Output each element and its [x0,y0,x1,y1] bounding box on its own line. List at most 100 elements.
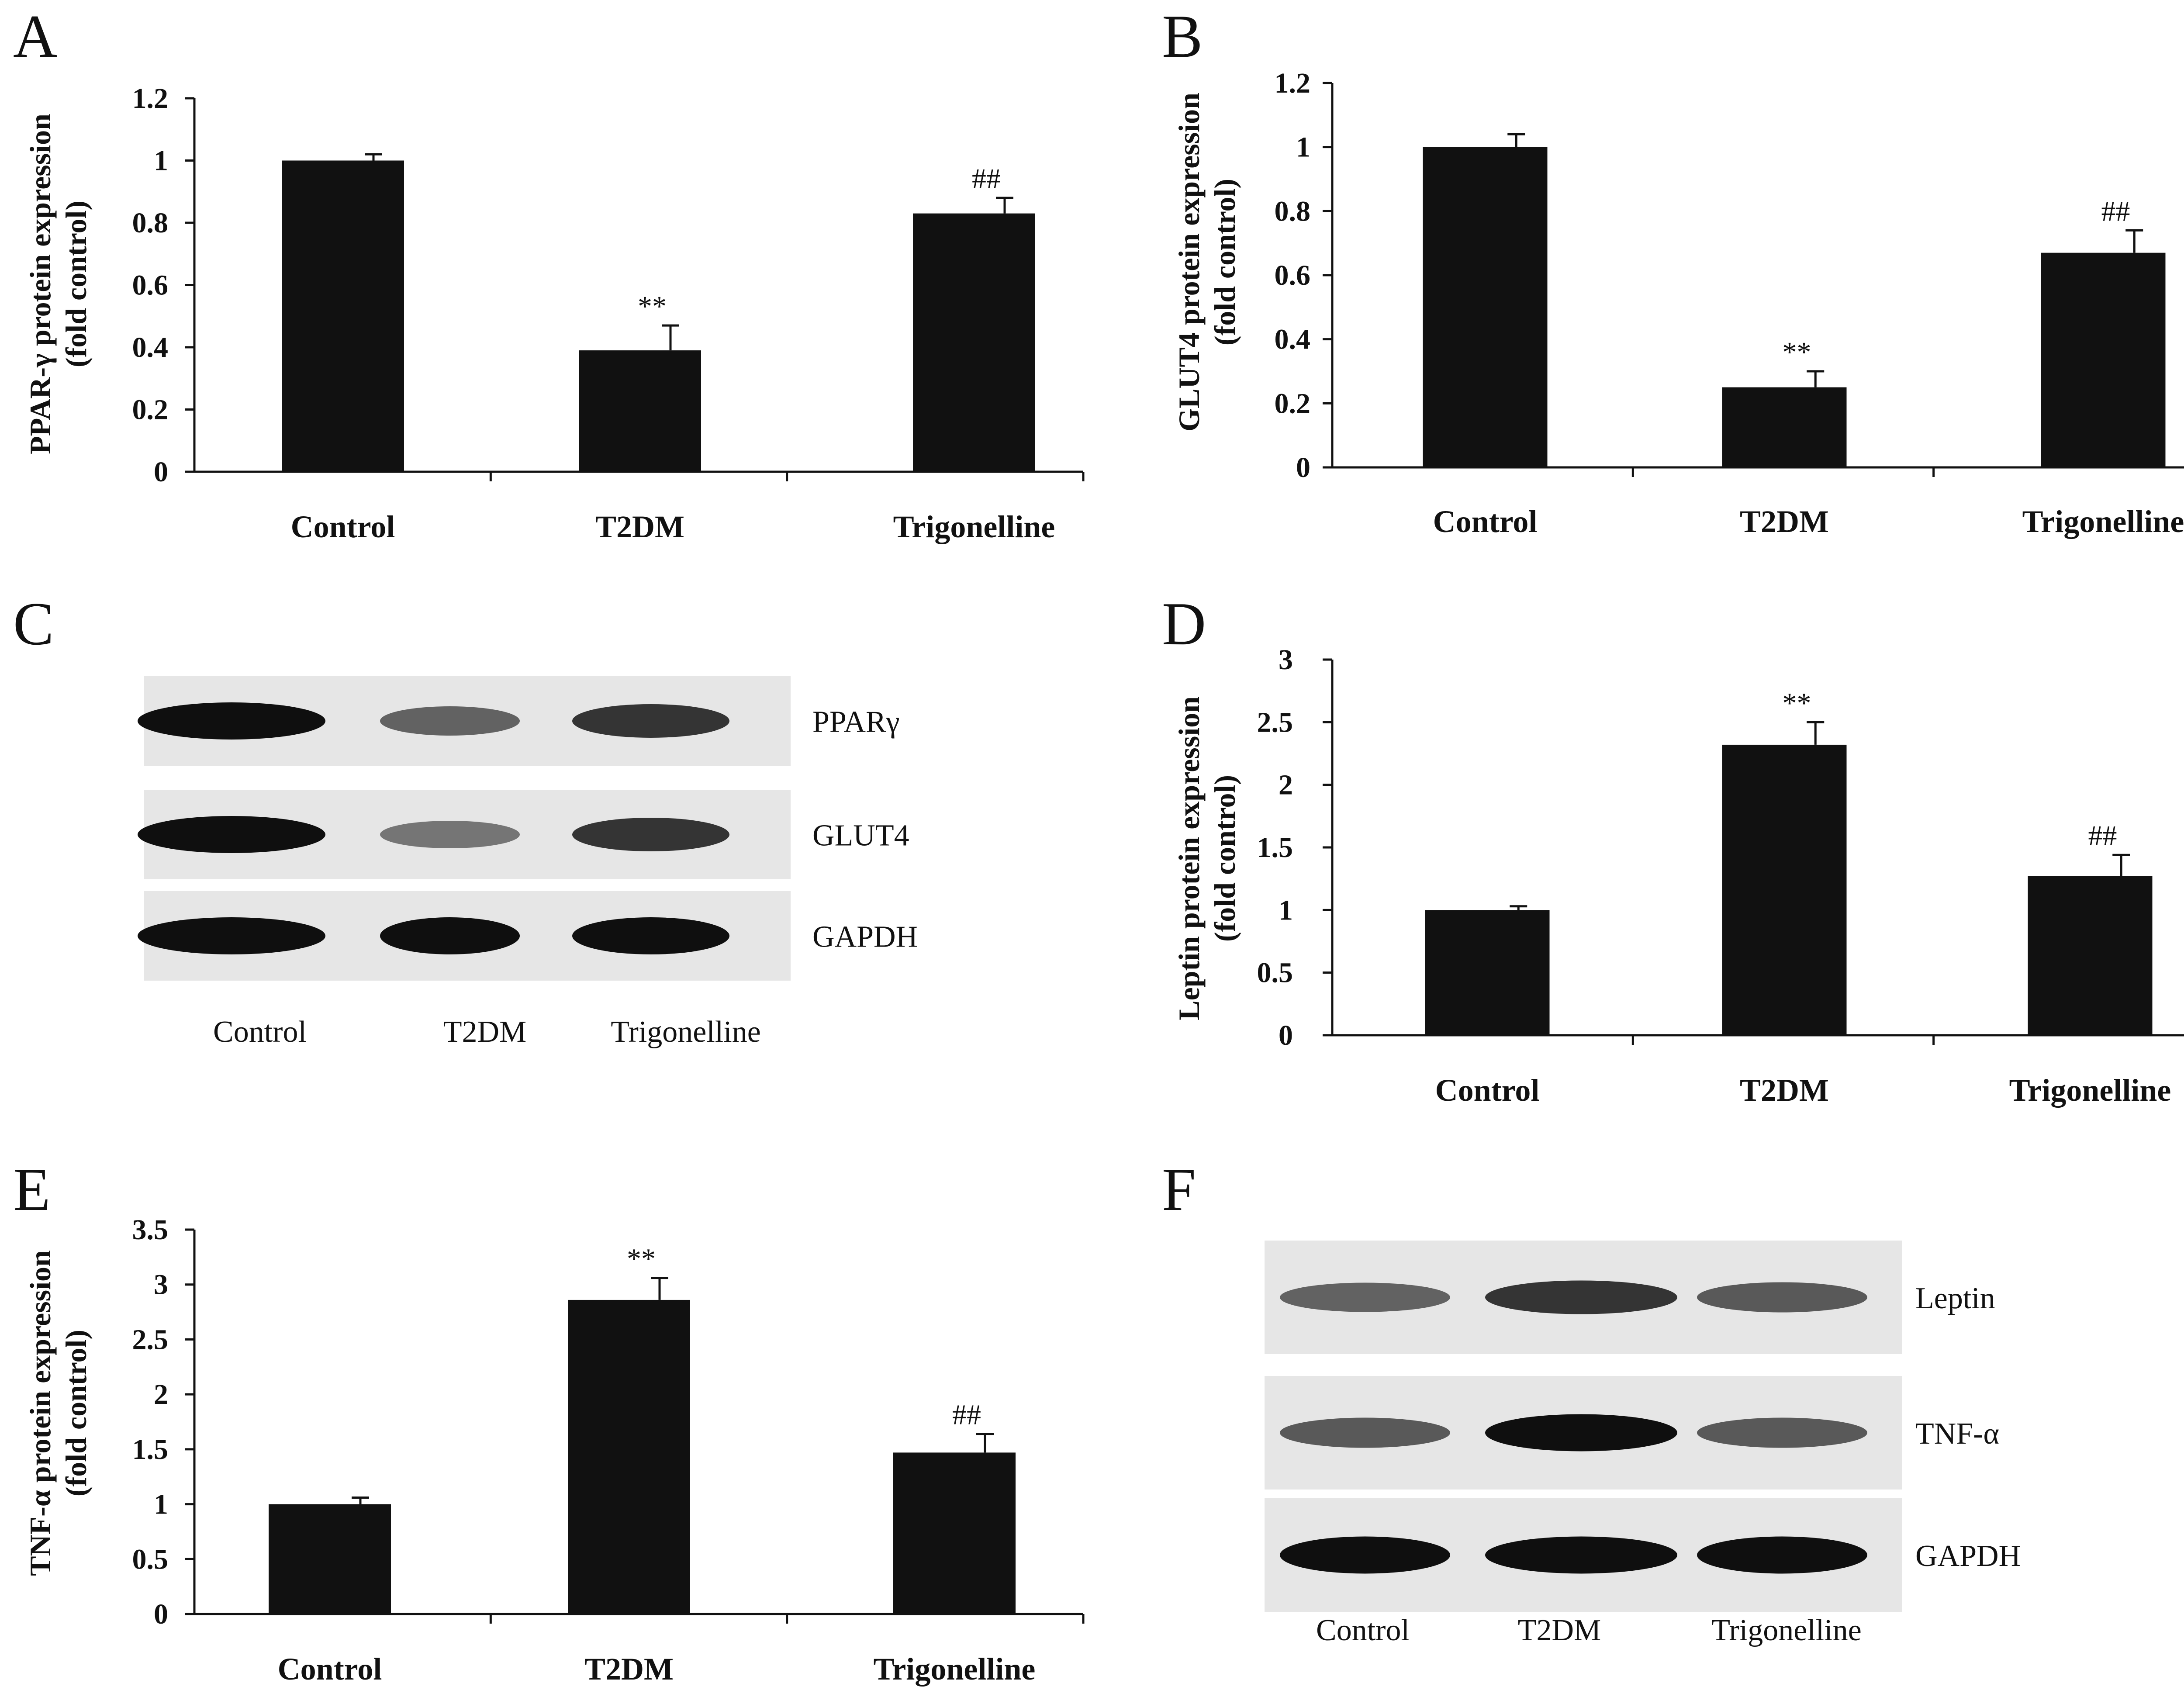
panel-letter: D [1162,590,1206,658]
bar-t2dm [579,350,701,472]
x-category-label: Trigonelline [2009,1073,2171,1108]
y-tick-label: 1.2 [1275,67,1311,99]
y-tick-label: 1 [1296,131,1310,163]
y-axis-label-line: GLUT4 protein expression [1172,93,1206,432]
blot-band [1485,1280,1677,1314]
y-tick-label: 1.5 [132,1434,169,1465]
x-category-label: Control [291,509,395,544]
bar-control [269,1504,391,1614]
blot-band [380,706,520,736]
y-tick-label: 2.5 [132,1324,169,1355]
bar-t2dm [568,1300,690,1614]
blot-band [572,818,729,851]
significance-label: ** [1783,336,1811,368]
x-category-label: Trigonelline [2022,504,2184,539]
y-tick-label: 0.5 [132,1543,169,1575]
chart-panel-d: D 0 0.5 1 1.5 2 2.5 3 Control ** T2DM ## Trigonellin… [1162,590,2184,1108]
blot-panel-c: C PPARγ GLUT4 GAPDH Control T2DM Trigonelline [13,590,918,1049]
blot-band [138,917,325,954]
y-tick-label: 0.8 [132,207,169,239]
y-tick-label: 1.2 [132,83,169,114]
blot-lane-label: Control [213,1015,307,1049]
blot-band [380,821,520,848]
x-category-label: T2DM [584,1652,674,1687]
bar-trigonelline [913,213,1035,472]
x-category-label: T2DM [1740,1073,1829,1108]
blot-row-label: GLUT4 [812,819,909,853]
y-tick-label: 0.6 [132,270,169,301]
y-tick-label: 2 [154,1379,168,1410]
y-tick-label: 2.5 [1257,706,1293,738]
significance-label: ** [1783,687,1811,719]
blot-row-label: PPARγ [812,705,900,739]
blot-lane-label: T2DM [443,1015,527,1049]
y-tick-label: 0 [154,1598,168,1630]
y-axis-label-line: (fold control) [1208,775,1241,942]
y-tick-label: 0.4 [1275,324,1311,356]
y-tick-label: 0.8 [1275,195,1311,227]
y-axis-label-line: Leptin protein expression [1172,696,1206,1020]
panel-letter: E [13,1156,51,1223]
y-tick-label: 1 [154,1489,168,1521]
blot-band [1485,1536,1677,1574]
y-tick-label: 0.2 [132,394,169,426]
blot-band [1485,1414,1677,1452]
y-tick-label: 1 [154,145,168,177]
blot-row-label: TNF-α [1915,1417,1999,1451]
y-tick-label: 3 [1279,644,1293,676]
panel-letter: A [13,3,57,70]
blot-band [572,917,729,954]
blot-lane-label: Control [1316,1614,1410,1647]
chart-panel-b: B 0 0.2 0.4 0.6 0.8 1 1.2 Control ** T2DM ## Trigone… [1162,3,2184,539]
panel-letter: B [1162,3,1203,70]
y-axis-label-line: (fold control) [59,1330,93,1497]
y-tick-label: 0.5 [1257,957,1293,989]
blot-row-label: GAPDH [812,920,918,954]
y-axis-label: Leptin protein expression(fold control) [1172,696,1241,1020]
y-tick-label: 3 [154,1269,168,1301]
x-category-label: Control [1433,504,1538,539]
y-tick-label: 0.4 [132,332,169,363]
blot-row-label: GAPDH [1915,1539,2021,1573]
bar-control [282,160,404,472]
y-tick-label: 1.5 [1257,832,1293,864]
significance-label: ## [972,163,1001,195]
bar-trigonelline [893,1452,1016,1614]
blot-band [138,816,325,853]
x-category-label: Trigonelline [893,509,1055,544]
y-tick-label: 0 [1279,1020,1293,1051]
panel-letter: F [1162,1156,1196,1223]
bar-t2dm [1722,387,1847,467]
x-category-label: Control [278,1652,382,1687]
bar-trigonelline [2028,876,2153,1035]
y-tick-label: 1 [1279,894,1293,926]
y-tick-label: 0.2 [1275,387,1311,419]
y-tick-label: 0.6 [1275,259,1311,291]
blot-band [380,917,520,954]
blot-band [1280,1536,1450,1574]
x-category-label: Trigonelline [874,1652,1036,1687]
y-axis-label-line: PPAR-γ protein expression [24,114,57,454]
panel-letter: C [13,590,54,658]
y-axis-label: PPAR-γ protein expression(fold control) [24,114,93,454]
y-tick-label: 3.5 [132,1214,169,1246]
blot-band [572,704,729,738]
blot-band [1697,1417,1867,1448]
x-category-label: T2DM [1740,504,1829,539]
y-axis-label-line: (fold control) [59,200,93,367]
significance-label: ## [952,1399,981,1431]
y-tick-label: 0 [1296,452,1310,484]
y-tick-label: 0 [154,456,168,488]
x-category-label: T2DM [595,509,684,544]
blot-band [1280,1282,1450,1312]
blot-panel-f: F Leptin TNF-α GAPDH Control T2DM Trigonelline [1162,1156,2021,1647]
blot-band [1280,1417,1450,1448]
blot-band [138,702,325,740]
x-category-label: Control [1435,1073,1540,1108]
bar-control [1423,147,1548,468]
bar-control [1425,910,1550,1035]
bar-t2dm [1722,744,1847,1035]
y-axis-label-line: TNF-α protein expression [24,1250,57,1576]
blot-lane-label: Trigonelline [1711,1614,1862,1647]
